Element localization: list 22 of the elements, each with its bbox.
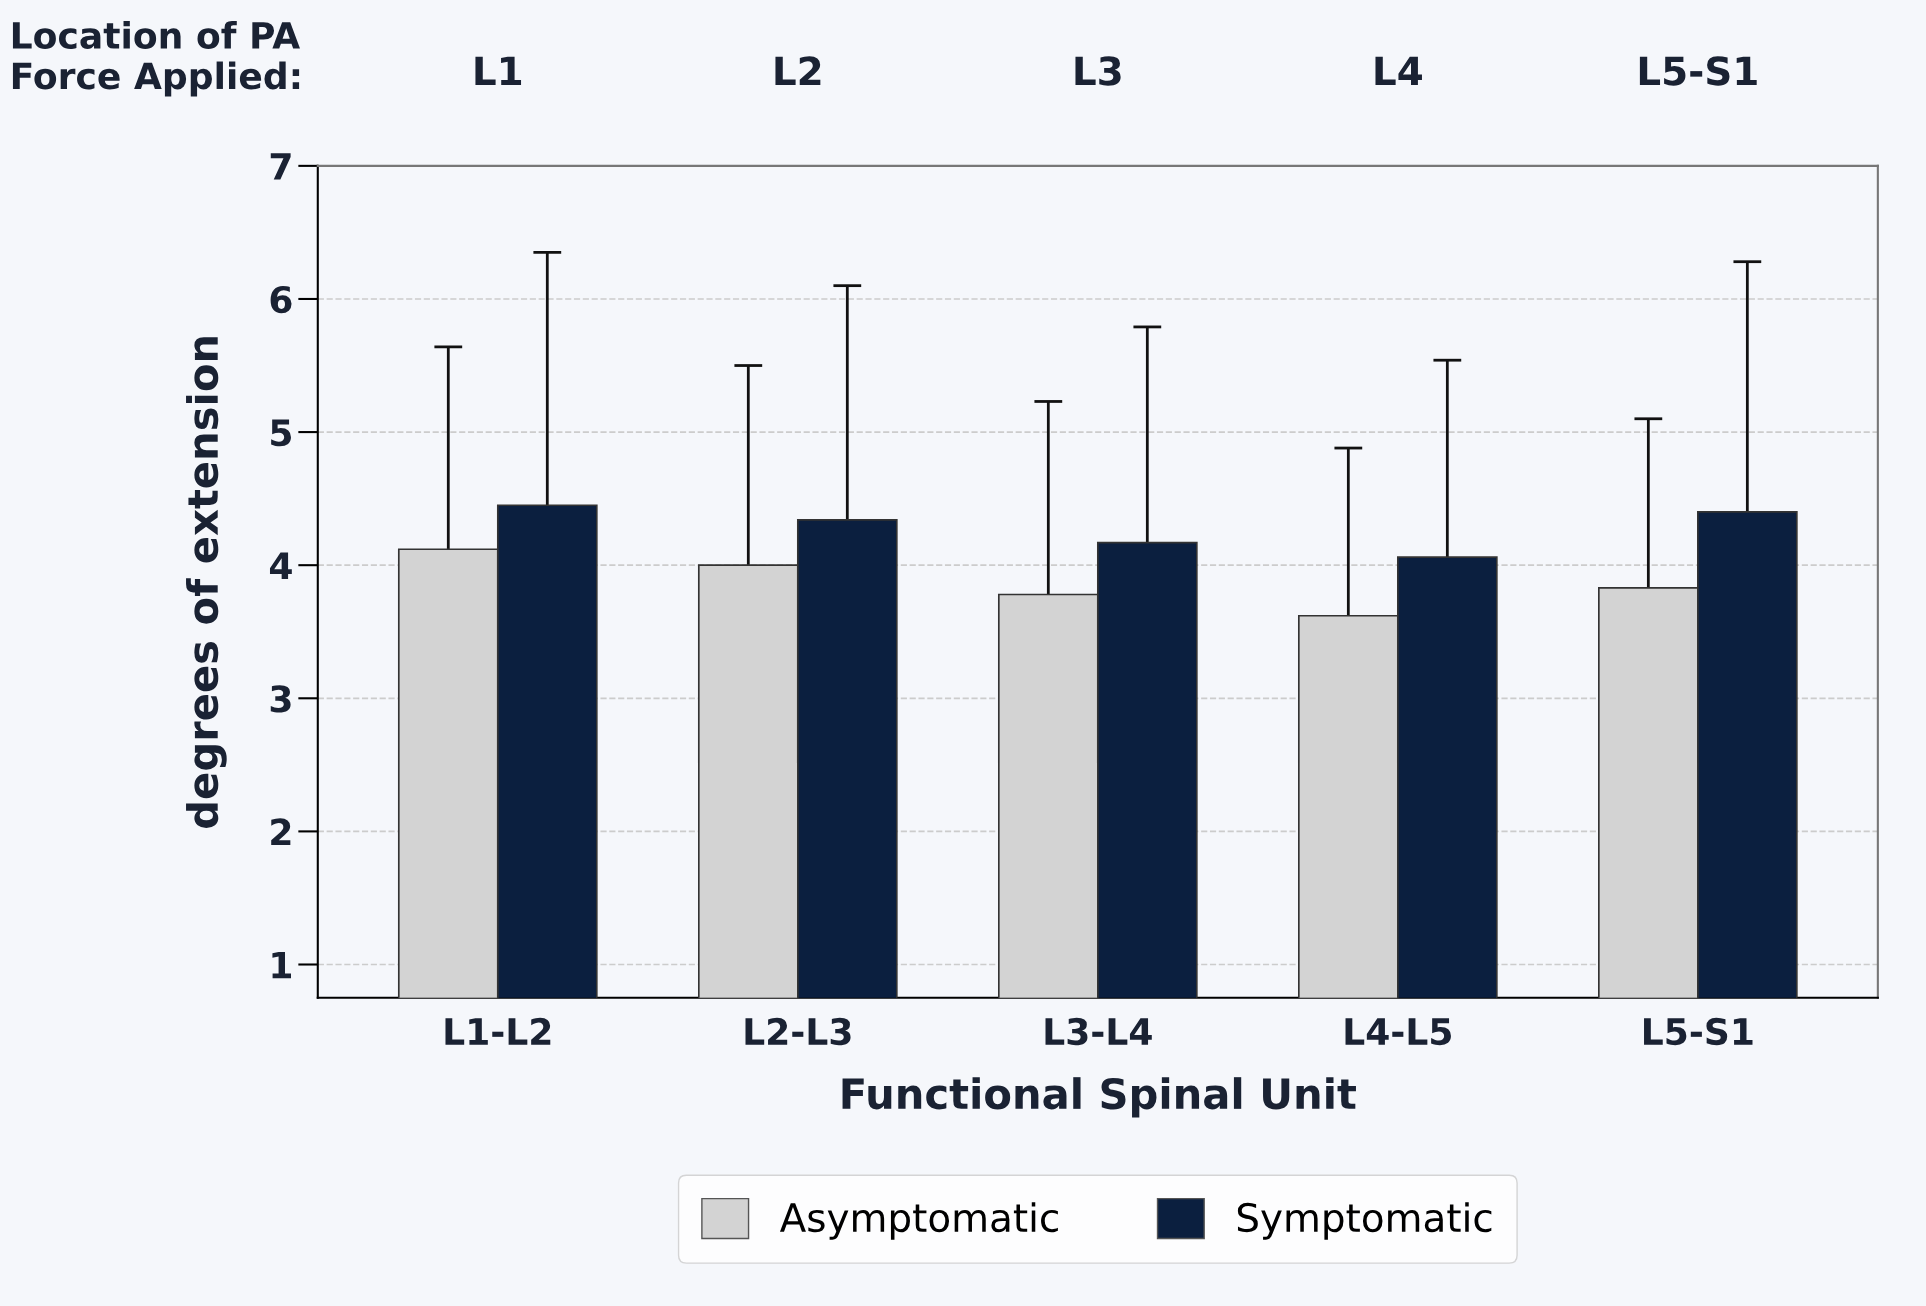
x-tick-label: L1-L2 [445,1017,551,1045]
x-tick-label: L5-S1 [1644,1017,1753,1046]
y-axis-title: degrees of extension [186,337,227,828]
legend-label: Symptomatic [1237,1202,1492,1240]
y-tick-label: 4 [269,552,292,579]
y-tick-label: 6 [270,285,292,314]
y-tick-label: 5 [271,419,291,447]
x-tick-label: L2-L3 [745,1017,851,1046]
text: L2 [775,56,821,86]
x-tick-label: L3-L4 [1045,1017,1152,1046]
x-axis-title: Functional Spinal Unit [842,1077,1356,1118]
text: L3 [1075,56,1121,86]
text: Location of PA Force Applied: [12,21,300,97]
text: L5-S1 [1639,56,1757,86]
text: L1 [475,56,522,86]
y-tick-label: 3 [270,685,291,713]
legend-label: Asymptomatic [779,1202,1058,1240]
y-tick-label: 2 [271,818,291,846]
x-tick-label: L4-L5 [1345,1018,1451,1046]
y-tick-label: 1 [272,951,291,979]
y-tick-label: 7 [270,153,291,180]
text: L4 [1375,56,1422,86]
